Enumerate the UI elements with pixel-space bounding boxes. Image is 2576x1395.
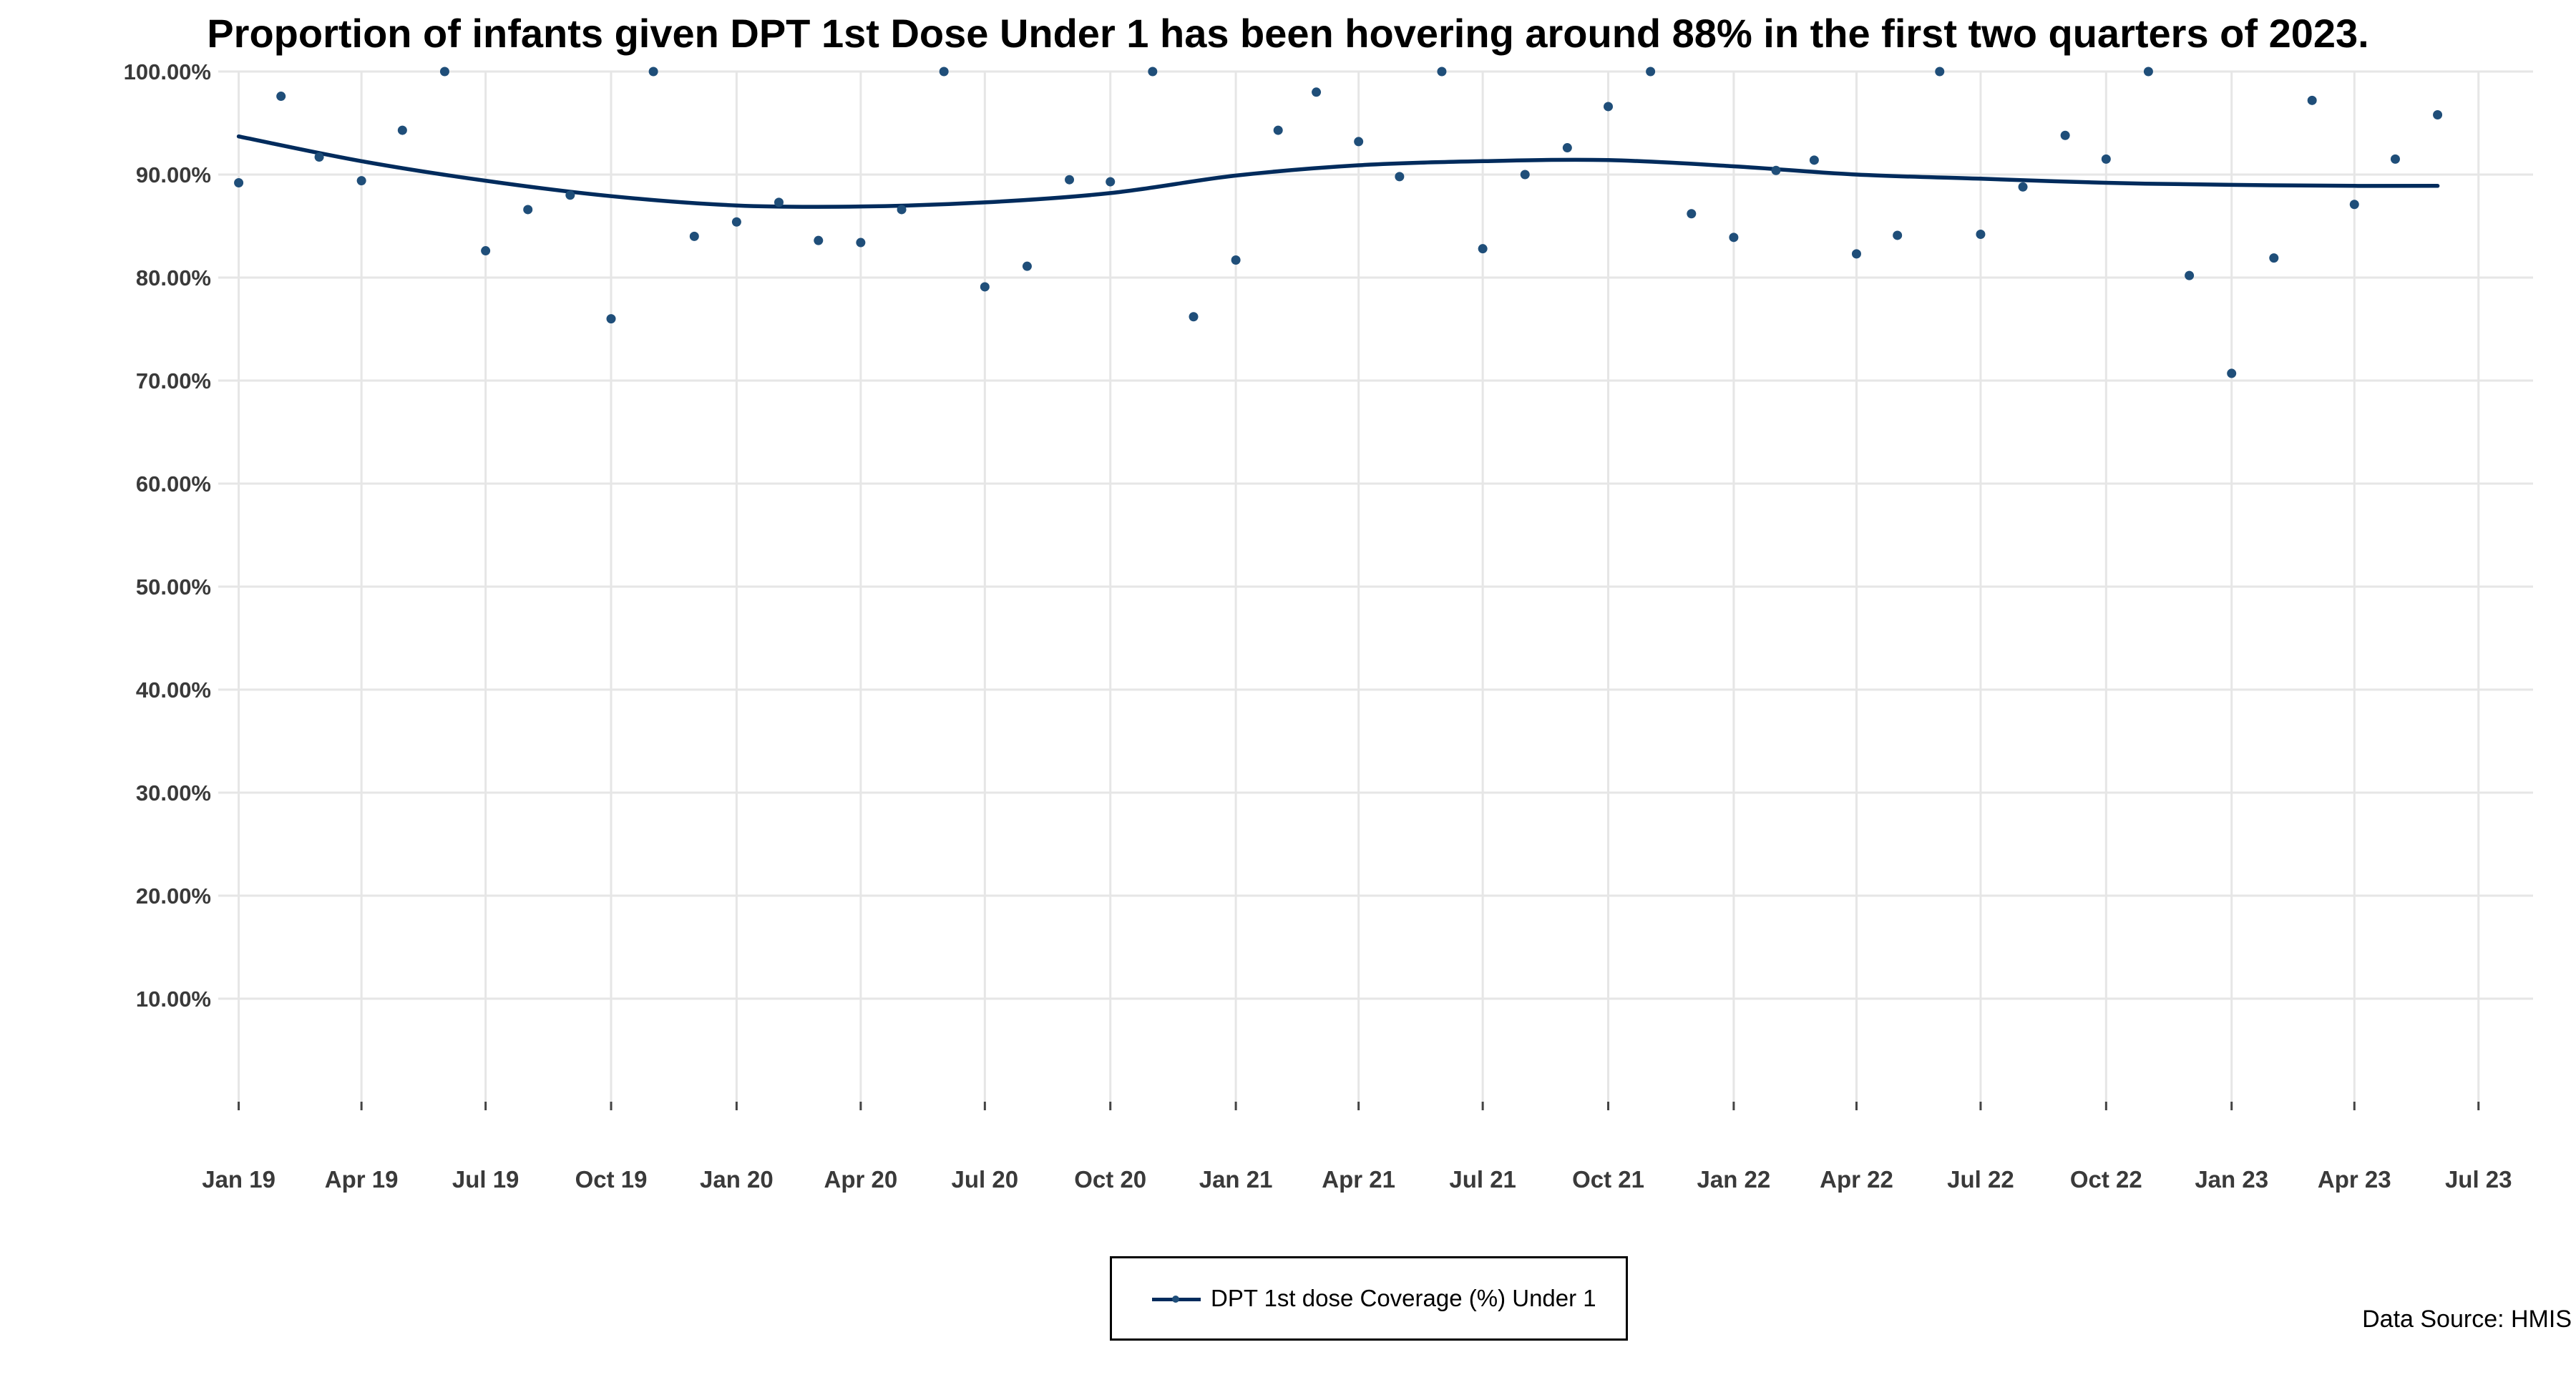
trend-line: [236, 134, 2440, 209]
data-point: [2307, 95, 2317, 105]
y-tick-label: 40.00%: [136, 677, 211, 703]
data-point: [689, 231, 699, 241]
y-tick-label: 50.00%: [136, 574, 211, 599]
data-point: [314, 152, 324, 162]
data-point: [606, 314, 616, 324]
y-tick-label: 80.00%: [136, 265, 211, 290]
data-point: [565, 190, 575, 200]
x-axis-ticks: Jan 19 Apr 19 Jul 19 Oct 19 Jan 20 Apr 20 Jul …: [202, 1166, 2512, 1193]
data-point: [774, 197, 784, 207]
data-point: [1562, 143, 1572, 153]
data-point: [1273, 125, 1283, 135]
data-point: [1687, 209, 1697, 219]
legend-key: [1148, 1284, 1205, 1313]
data-point: [481, 246, 491, 256]
data-point: [2185, 270, 2195, 280]
x-tick-label: Apr 21: [1322, 1166, 1395, 1193]
data-point: [2269, 253, 2279, 263]
data-point: [939, 67, 949, 77]
x-tick-label: Jan 23: [2195, 1166, 2268, 1193]
data-points: [234, 67, 2443, 378]
legend-label: DPT 1st dose Coverage (%) Under 1: [1211, 1285, 1596, 1311]
data-point: [731, 217, 741, 227]
data-point: [1354, 137, 1364, 147]
data-point: [2143, 67, 2153, 77]
data-point: [897, 205, 907, 215]
x-tick-label: Jul 22: [1947, 1166, 2014, 1193]
data-point: [1935, 67, 1945, 77]
x-tick-label: Jul 19: [452, 1166, 519, 1193]
data-point: [1851, 249, 1861, 259]
data-point: [1148, 67, 1158, 77]
data-point: [234, 178, 244, 188]
data-point: [2349, 200, 2359, 210]
data-point: [1437, 67, 1447, 77]
data-point: [2018, 182, 2028, 192]
data-point: [2433, 109, 2443, 119]
x-tick-label: Oct 22: [2070, 1166, 2142, 1193]
data-point: [1809, 155, 1819, 165]
data-point: [2227, 368, 2237, 378]
data-point: [1520, 170, 1530, 180]
y-tick-label: 10.00%: [136, 987, 211, 1012]
data-point: [856, 238, 866, 248]
data-point: [1312, 87, 1322, 97]
data-point: [1646, 67, 1656, 77]
data-point: [2101, 154, 2111, 164]
x-tick-label: Apr 22: [1820, 1166, 1893, 1193]
x-tick-label: Jul 20: [952, 1166, 1019, 1193]
x-tick-label: Jan 20: [700, 1166, 774, 1193]
x-tick-label: Jan 19: [202, 1166, 275, 1193]
data-point: [1189, 312, 1199, 322]
y-tick-label: 60.00%: [136, 471, 211, 496]
y-axis-ticks: 10.00% 20.00% 30.00% 40.00% 50.00% 60.00% 70.0…: [124, 59, 211, 1012]
x-tick-label: Jan 22: [1697, 1166, 1771, 1193]
data-source-note: Data Source: HMIS: [2362, 1306, 2572, 1333]
data-point: [1604, 102, 1614, 112]
y-tick-label: 30.00%: [136, 780, 211, 806]
x-tick-label: Jul 23: [2445, 1166, 2512, 1193]
chart-title: Proportion of infants given DPT 1st Dose…: [207, 11, 2369, 56]
y-tick-label: 100.00%: [124, 59, 211, 84]
x-tick-label: Oct 19: [575, 1166, 648, 1193]
data-point: [1729, 232, 1739, 243]
data-point: [1976, 230, 1986, 240]
data-point: [1231, 255, 1241, 265]
data-point: [523, 205, 533, 215]
data-point: [356, 176, 366, 186]
data-point: [980, 282, 990, 292]
data-point: [397, 125, 407, 135]
y-tick-label: 90.00%: [136, 162, 211, 187]
x-tick-label: Apr 23: [2318, 1166, 2391, 1193]
data-point: [2390, 154, 2400, 164]
x-tick-label: Apr 20: [824, 1166, 898, 1193]
data-point: [1106, 177, 1116, 187]
legend: DPT 1st dose Coverage (%) Under 1: [1110, 1256, 1628, 1341]
data-point: [1065, 175, 1075, 185]
data-point: [648, 67, 658, 77]
x-tick-label: Jan 21: [1199, 1166, 1273, 1193]
data-point: [1395, 172, 1405, 182]
grid-lines: [218, 70, 2533, 1110]
data-point: [1893, 230, 1903, 240]
x-tick-label: Oct 20: [1074, 1166, 1146, 1193]
data-point: [2060, 130, 2070, 140]
y-tick-label: 20.00%: [136, 884, 211, 909]
x-tick-label: Apr 19: [325, 1166, 399, 1193]
x-tick-label: Oct 21: [1572, 1166, 1644, 1193]
x-tick-label: Jul 21: [1449, 1166, 1516, 1193]
data-point: [276, 92, 286, 102]
data-point: [814, 235, 824, 245]
data-point: [1478, 244, 1488, 254]
data-point: [1022, 261, 1032, 271]
y-tick-label: 70.00%: [136, 368, 211, 393]
data-point: [439, 67, 449, 77]
data-point: [1771, 165, 1781, 175]
